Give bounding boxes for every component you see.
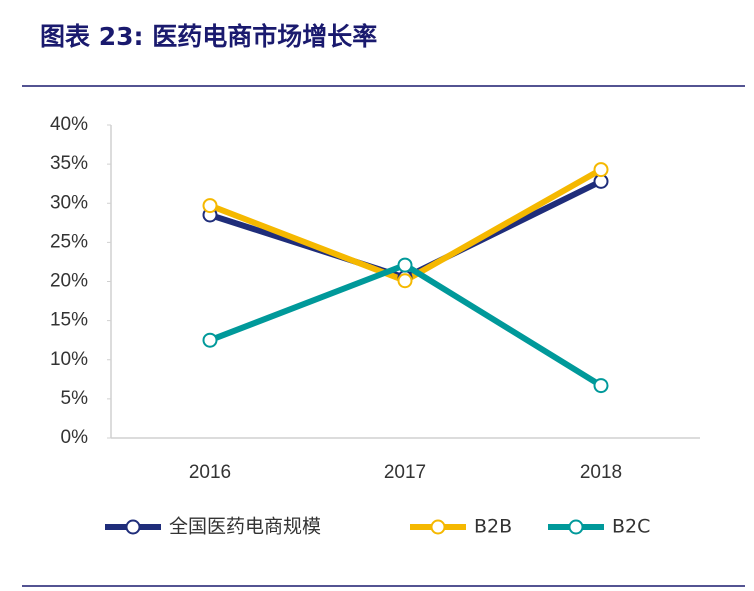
legend-marker <box>430 519 446 535</box>
point <box>202 198 218 214</box>
y-tick-label: 10% <box>50 349 88 370</box>
y-tick-label: 30% <box>50 192 88 213</box>
y-tick-label: 0% <box>61 427 89 448</box>
point <box>593 162 609 178</box>
point <box>593 378 609 394</box>
legend-label: B2C <box>612 516 650 538</box>
legend-label: B2B <box>474 516 512 538</box>
point <box>397 257 413 273</box>
point <box>397 273 413 289</box>
legend-marker <box>125 519 141 535</box>
x-tick-label: 2017 <box>384 462 426 483</box>
y-tick-label: 20% <box>50 271 88 292</box>
y-tick-label: 40% <box>50 114 88 135</box>
legend-marker <box>568 519 584 535</box>
x-tick-label: 2018 <box>580 462 622 483</box>
y-tick-label: 35% <box>50 153 88 174</box>
y-tick-label: 25% <box>50 231 88 252</box>
y-tick-label: 15% <box>50 310 88 331</box>
chart-title: 图表 23: 医药电商市场增长率 <box>40 22 377 51</box>
point <box>202 332 218 348</box>
y-tick-label: 5% <box>61 388 89 409</box>
legend-label: 全国医药电商规模 <box>169 516 321 538</box>
x-tick-label: 2016 <box>189 462 231 483</box>
